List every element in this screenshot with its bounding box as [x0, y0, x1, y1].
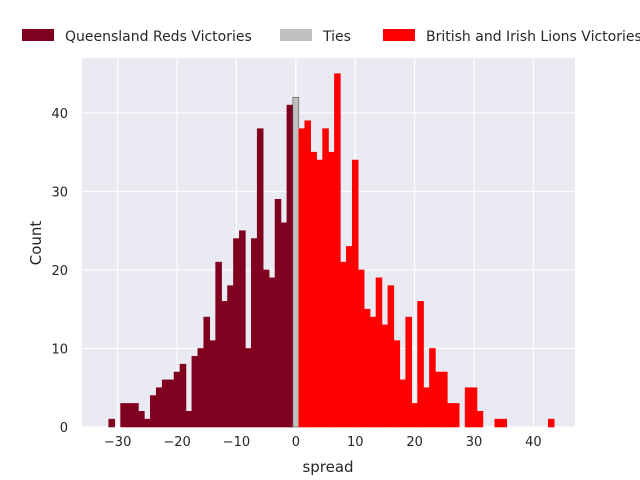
bar-queensland-reds-victories	[268, 277, 276, 428]
bar-british-and-irish-lions-victories	[411, 403, 418, 428]
bar-british-and-irish-lions-victories	[429, 348, 436, 428]
bar-british-and-irish-lions-victories	[441, 371, 448, 428]
bar-queensland-reds-victories	[262, 269, 270, 428]
x-axis-title: spread	[302, 458, 353, 476]
bar-queensland-reds-victories	[280, 222, 288, 428]
bar-british-and-irish-lions-victories	[340, 261, 347, 428]
bar-queensland-reds-victories	[209, 340, 216, 428]
bar-british-and-irish-lions-victories	[387, 285, 395, 428]
bar-queensland-reds-victories	[191, 356, 199, 428]
bar-queensland-reds-victories	[167, 379, 175, 428]
y-axis-title: Count	[27, 221, 45, 266]
bar-british-and-irish-lions-victories	[435, 371, 442, 428]
bar-british-and-irish-lions-victories	[417, 301, 424, 428]
bar-british-and-irish-lions-victories	[464, 387, 472, 428]
bar-british-and-irish-lions-victories	[446, 403, 454, 428]
bar-british-and-irish-lions-victories	[334, 73, 341, 428]
bar-queensland-reds-victories	[233, 238, 240, 428]
x-tick-label: 0	[292, 435, 300, 450]
bar-queensland-reds-victories	[256, 128, 264, 428]
bar-queensland-reds-victories	[185, 410, 193, 428]
legend-swatch	[280, 29, 312, 41]
bar-queensland-reds-victories	[132, 403, 139, 428]
bar-british-and-irish-lions-victories	[375, 277, 383, 428]
bar-queensland-reds-victories	[274, 199, 282, 428]
bar-queensland-reds-victories	[155, 387, 163, 428]
legend-label: Ties	[322, 29, 351, 45]
legend-swatch	[383, 29, 415, 41]
bar-british-and-irish-lions-victories	[381, 324, 389, 428]
bar-queensland-reds-victories	[250, 238, 258, 428]
bar-british-and-irish-lions-victories	[500, 418, 507, 428]
bar-ties	[292, 96, 300, 428]
bar-queensland-reds-victories	[286, 104, 294, 428]
legend-label: Queensland Reds Victories	[65, 29, 252, 45]
bar-queensland-reds-victories	[215, 261, 222, 428]
bar-queensland-reds-victories	[173, 371, 181, 428]
bar-british-and-irish-lions-victories	[405, 316, 412, 428]
bar-queensland-reds-victories	[108, 418, 115, 428]
x-tick-label: 10	[347, 435, 364, 450]
y-tick-label: 30	[51, 185, 68, 200]
bar-british-and-irish-lions-victories	[393, 340, 401, 428]
bar-queensland-reds-victories	[138, 410, 145, 428]
x-tick-label: 30	[466, 435, 483, 450]
legend-swatch	[22, 29, 54, 41]
bar-british-and-irish-lions-victories	[369, 316, 377, 428]
bar-queensland-reds-victories	[221, 301, 228, 428]
y-tick-label: 40	[51, 107, 68, 122]
bar-queensland-reds-victories	[126, 403, 133, 428]
bar-british-and-irish-lions-victories	[470, 387, 478, 428]
bar-queensland-reds-victories	[120, 403, 127, 428]
x-tick-label: −10	[223, 435, 250, 450]
bar-queensland-reds-victories	[245, 348, 252, 428]
bar-british-and-irish-lions-victories	[298, 128, 306, 428]
bar-queensland-reds-victories	[144, 418, 151, 428]
x-tick-label: 40	[525, 435, 542, 450]
x-tick-label: −20	[163, 435, 190, 450]
bar-queensland-reds-victories	[150, 395, 157, 428]
bar-british-and-irish-lions-victories	[351, 159, 359, 428]
bar-queensland-reds-victories	[179, 363, 187, 428]
legend: Queensland Reds Victories Ties British and…	[22, 29, 640, 45]
y-tick-label: 10	[51, 342, 68, 357]
bar-british-and-irish-lions-victories	[452, 403, 460, 428]
bar-british-and-irish-lions-victories	[322, 128, 329, 428]
bar-british-and-irish-lions-victories	[423, 387, 430, 428]
x-tick-label: −30	[104, 435, 131, 450]
bar-queensland-reds-victories	[239, 230, 246, 428]
bar-queensland-reds-victories	[161, 379, 169, 428]
bar-queensland-reds-victories	[203, 316, 211, 428]
bar-british-and-irish-lions-victories	[304, 120, 311, 428]
x-tick-label: 20	[406, 435, 423, 450]
bar-british-and-irish-lions-victories	[476, 410, 484, 428]
bar-british-and-irish-lions-victories	[399, 379, 407, 428]
bar-british-and-irish-lions-victories	[310, 151, 317, 428]
bar-queensland-reds-victories	[197, 348, 205, 428]
bar-british-and-irish-lions-victories	[357, 269, 365, 428]
x-axis-ticks: −30 −20 −10 0 10 20 30 40	[104, 435, 542, 450]
bars	[108, 73, 555, 428]
bar-queensland-reds-victories	[227, 285, 234, 428]
y-tick-label: 20	[51, 264, 68, 279]
legend-label: British and Irish Lions Victories	[426, 29, 640, 45]
bar-british-and-irish-lions-victories	[346, 246, 353, 428]
y-axis-ticks: 0 10 20 30 40	[51, 107, 68, 436]
y-tick-label: 0	[60, 421, 68, 436]
bar-british-and-irish-lions-victories	[363, 308, 371, 428]
bar-british-and-irish-lions-victories	[328, 151, 335, 428]
bar-british-and-irish-lions-victories	[547, 418, 555, 428]
bar-british-and-irish-lions-victories	[316, 159, 323, 428]
bar-british-and-irish-lions-victories	[494, 418, 502, 428]
